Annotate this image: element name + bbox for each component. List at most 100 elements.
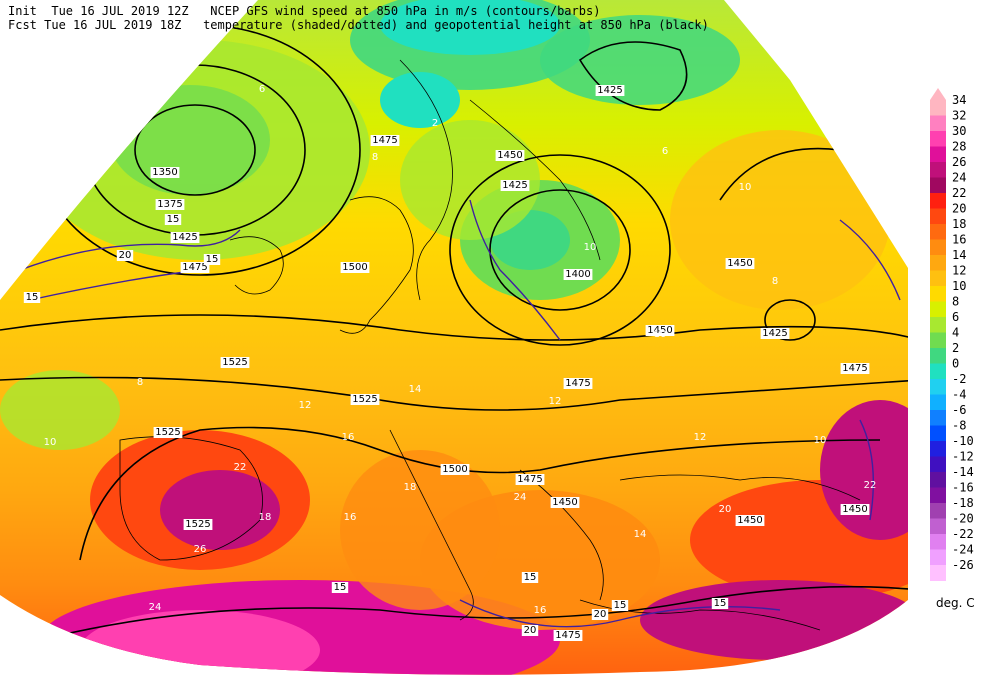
wind-label-bg	[331, 582, 349, 593]
height-label: 1475	[517, 474, 542, 485]
legend-swatch	[930, 549, 946, 566]
temperature-label: 10	[44, 437, 57, 448]
temperature-label: 20	[719, 504, 732, 515]
forecast-header: Fcst Tue 16 JUL 2019 18Z temperature (sh…	[8, 18, 709, 32]
legend-swatch	[930, 441, 946, 457]
legend-swatch	[930, 146, 946, 163]
temperature-label: 22	[234, 462, 247, 473]
height-label: 1450	[552, 497, 577, 508]
legend-swatch	[930, 410, 946, 426]
temperature-label: 16	[344, 512, 357, 523]
wind-label-bg	[164, 214, 182, 225]
legend-tick-label: -26	[952, 558, 974, 572]
height-label: 1450	[727, 258, 752, 269]
height-label: 1350	[152, 167, 177, 178]
legend-tick-label: -18	[952, 496, 974, 510]
legend-swatch	[930, 100, 946, 116]
temperature-label: 10	[814, 435, 827, 446]
height-label: 1425	[502, 180, 527, 191]
legend-tick-label: 18	[952, 217, 966, 231]
height-label-bg	[840, 363, 870, 374]
legend-swatch	[930, 224, 946, 240]
legend-tick-label: 8	[952, 295, 959, 309]
height-label: 1525	[222, 357, 247, 368]
legend-swatch	[930, 472, 946, 488]
wind-label-bg	[711, 598, 729, 609]
legend-swatch	[930, 565, 946, 581]
height-label-bg	[645, 325, 675, 336]
legend-tick-label: -4	[952, 388, 966, 402]
wind-label: 15	[524, 572, 537, 583]
height-label-bg	[150, 167, 180, 178]
height-label: 1425	[172, 232, 197, 243]
coastlines	[119, 59, 861, 631]
height-label: 1500	[442, 464, 467, 475]
temperature-label: 14	[634, 529, 647, 540]
legend-swatch	[930, 456, 946, 473]
height-label-bg	[760, 328, 790, 339]
legend-top-arrow	[930, 88, 946, 100]
legend-tick-label: -8	[952, 419, 966, 433]
height-label: 1525	[155, 427, 180, 438]
temperature-label: 8	[137, 377, 143, 388]
temperature-label: 10	[654, 329, 667, 340]
temperature-label: 10	[739, 182, 752, 193]
legend-swatch	[930, 487, 946, 504]
legend-tick-label: 28	[952, 140, 966, 154]
height-label: 1475	[565, 378, 590, 389]
height-label-bg	[370, 135, 400, 146]
legend-tick-label: 0	[952, 357, 959, 371]
legend-tick-label: 14	[952, 248, 966, 262]
temperature-label: 12	[549, 396, 562, 407]
temperature-label: 12	[694, 432, 707, 443]
wind-label-bg	[116, 250, 134, 261]
init-header: Init Tue 16 JUL 2019 12Z NCEP GFS wind s…	[8, 4, 601, 18]
legend-swatch	[930, 425, 946, 442]
height-label: 1525	[352, 394, 377, 405]
height-label-bg	[155, 199, 185, 210]
temperature-label: 16	[534, 605, 547, 616]
temperature-label: 6	[259, 84, 265, 95]
wind-label: 15	[167, 214, 180, 225]
legend-tick-label: 20	[952, 202, 966, 216]
legend-units: deg. C	[936, 596, 975, 610]
temperature-label: 26	[194, 544, 207, 555]
legend-swatch	[930, 363, 946, 380]
legend-tick-label: 24	[952, 171, 966, 185]
temperature-label: 18	[259, 512, 272, 523]
wind-label-bg	[591, 609, 609, 620]
height-label-bg	[153, 427, 183, 438]
legend-tick-label: -6	[952, 403, 966, 417]
height-label-bg	[595, 85, 625, 96]
wind-label: 15	[206, 254, 219, 265]
height-label-bg	[553, 630, 583, 641]
temperature-label: 10	[584, 242, 597, 253]
temperature-label: 8	[372, 152, 378, 163]
height-label: 1375	[157, 199, 182, 210]
height-label: 1450	[842, 504, 867, 515]
wind-label-bg	[611, 600, 629, 611]
legend-tick-label: 16	[952, 233, 966, 247]
height-label: 1475	[182, 262, 207, 273]
height-label: 1450	[497, 150, 522, 161]
legend-swatch	[930, 131, 946, 147]
legend-tick-label: 26	[952, 155, 966, 169]
temperature-label: 22	[864, 480, 877, 491]
wind-label-bg	[521, 625, 539, 636]
height-label: 1425	[762, 328, 787, 339]
legend-swatch	[930, 270, 946, 287]
legend-tick-label: -24	[952, 543, 974, 557]
legend-tick-label: -14	[952, 465, 974, 479]
legend-tick-label: -12	[952, 450, 974, 464]
legend-tick-label: 34	[952, 93, 966, 107]
legend-tick-label: -10	[952, 434, 974, 448]
height-label: 1425	[597, 85, 622, 96]
height-label-bg	[183, 519, 213, 530]
legend-swatch	[930, 239, 946, 256]
wind-label-bg	[23, 292, 41, 303]
temperature-label: 12	[299, 400, 312, 411]
wind-label: 15	[714, 598, 727, 609]
